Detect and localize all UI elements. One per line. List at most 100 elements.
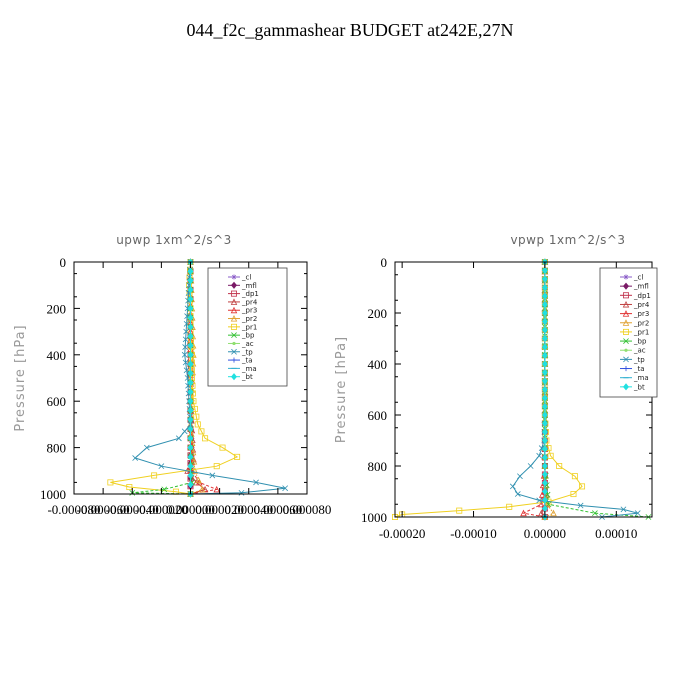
legend-marker-tp <box>623 356 629 363</box>
x-tick-label: -0.000020 <box>135 502 188 517</box>
series-line-pr3 <box>190 262 219 495</box>
data-point-bt <box>541 266 548 275</box>
data-point-pr1 <box>198 428 205 435</box>
data-point-bt <box>187 481 194 489</box>
legend-label: _ac <box>633 347 646 355</box>
y-tick-label: 800 <box>47 441 67 456</box>
legend-marker-mfl <box>623 282 629 290</box>
legend-marker-tp <box>231 348 237 355</box>
data-point-tp <box>182 359 189 366</box>
legend-marker-dp1 <box>230 290 237 297</box>
data-point-bt <box>187 323 194 331</box>
plot-title: upwp 1xm^2/s^3 <box>116 233 232 247</box>
legend-label: _tp <box>633 356 645 364</box>
data-point-bt <box>187 416 194 424</box>
series-line-bp <box>132 262 193 495</box>
data-point-bt <box>187 332 194 340</box>
data-point-tp <box>620 506 627 513</box>
page-title: 044_f2c_gammashear BUDGET at242E,27N <box>186 20 514 40</box>
series-line-pr1 <box>394 262 583 518</box>
data-point-pr1 <box>579 483 586 490</box>
data-point-bt <box>541 326 548 334</box>
data-point-pr1 <box>234 453 241 460</box>
data-point-bt <box>187 286 194 294</box>
legend-label: _bp <box>633 338 647 346</box>
data-point-pr1 <box>556 462 563 469</box>
data-point-bt <box>541 411 548 419</box>
y-tick-label: 1000 <box>361 510 387 525</box>
data-point-tp <box>183 367 190 374</box>
y-tick-label: 200 <box>368 306 388 321</box>
data-point-bt <box>187 267 194 275</box>
legend-label: _bt <box>633 383 645 391</box>
data-point-bt <box>541 377 548 385</box>
data-point-pr2 <box>191 467 199 474</box>
data-point-bt <box>541 351 548 360</box>
x-tick-label: -0.000040 <box>106 502 159 517</box>
data-point-bt <box>541 445 548 453</box>
x-tick-label: 0.00010 <box>595 526 637 541</box>
x-tick-label: 0.000040 <box>224 502 273 517</box>
data-point-pr1 <box>547 452 554 459</box>
legend-label: _pr2 <box>633 319 649 327</box>
data-point-pr1 <box>219 444 226 451</box>
y-tick-label: 800 <box>368 459 388 474</box>
data-point-pr1 <box>126 484 133 491</box>
data-point-pr1 <box>188 374 195 381</box>
data-point-bt <box>541 419 548 428</box>
data-point-tp <box>183 320 190 327</box>
data-point-tp <box>181 351 188 358</box>
data-point-bp <box>592 510 598 517</box>
data-point-bt <box>187 406 194 415</box>
data-point-bt <box>541 453 548 462</box>
data-point-tp <box>536 497 543 504</box>
data-point-bt <box>187 360 194 368</box>
data-point-bt <box>187 295 194 303</box>
data-point-bt <box>541 283 548 292</box>
data-point-bt <box>187 453 194 461</box>
legend-label: _bp <box>241 332 255 340</box>
data-point-bt <box>541 334 548 343</box>
data-point-tp <box>182 336 189 343</box>
legend-label: _ma <box>241 365 257 373</box>
legend-label: _ta <box>241 357 253 365</box>
data-point-tp <box>527 463 534 469</box>
legend-marker-bt <box>231 373 237 381</box>
data-point-bt <box>187 304 194 312</box>
data-point-tp <box>183 328 190 335</box>
data-point-pr1 <box>571 473 578 480</box>
data-point-pr1 <box>213 463 220 470</box>
legend-marker-ac <box>232 341 236 346</box>
data-point-pr2 <box>190 458 198 465</box>
data-point-pr4 <box>538 509 545 517</box>
y-tick-label: 0 <box>381 255 388 270</box>
data-point-pr1 <box>202 435 209 442</box>
data-point-tp <box>143 444 150 451</box>
x-tick-label: -0.00010 <box>450 526 497 541</box>
data-point-bt <box>541 394 548 402</box>
data-point-bt <box>541 343 548 351</box>
data-point-bt <box>541 428 548 436</box>
data-point-pr3 <box>538 491 546 498</box>
legend-marker-cl <box>231 274 237 280</box>
data-point-pr3 <box>213 485 220 493</box>
data-point-pr2 <box>550 509 557 517</box>
legend-marker-pr4 <box>622 300 630 308</box>
x-tick-label: -0.000080 <box>47 502 100 517</box>
legend-marker-mfl <box>231 281 237 289</box>
data-point-pr1 <box>194 421 201 428</box>
data-point-pr1 <box>107 479 114 486</box>
legend-marker-cl <box>623 274 629 280</box>
legend-label: _pr1 <box>241 323 257 331</box>
data-point-bt <box>187 397 194 405</box>
legend-label: _ac <box>241 340 254 348</box>
x-tick-label: -0.00020 <box>379 526 426 541</box>
legend-marker-bp <box>623 338 629 344</box>
y-tick-label: 400 <box>368 357 388 372</box>
legend-marker-pr2 <box>622 319 630 326</box>
data-point-bt <box>187 369 194 377</box>
data-point-pr1 <box>506 503 513 510</box>
data-point-tp <box>181 428 188 435</box>
x-tick-label: 0.000020 <box>195 502 244 517</box>
data-point-pr1 <box>456 507 463 514</box>
